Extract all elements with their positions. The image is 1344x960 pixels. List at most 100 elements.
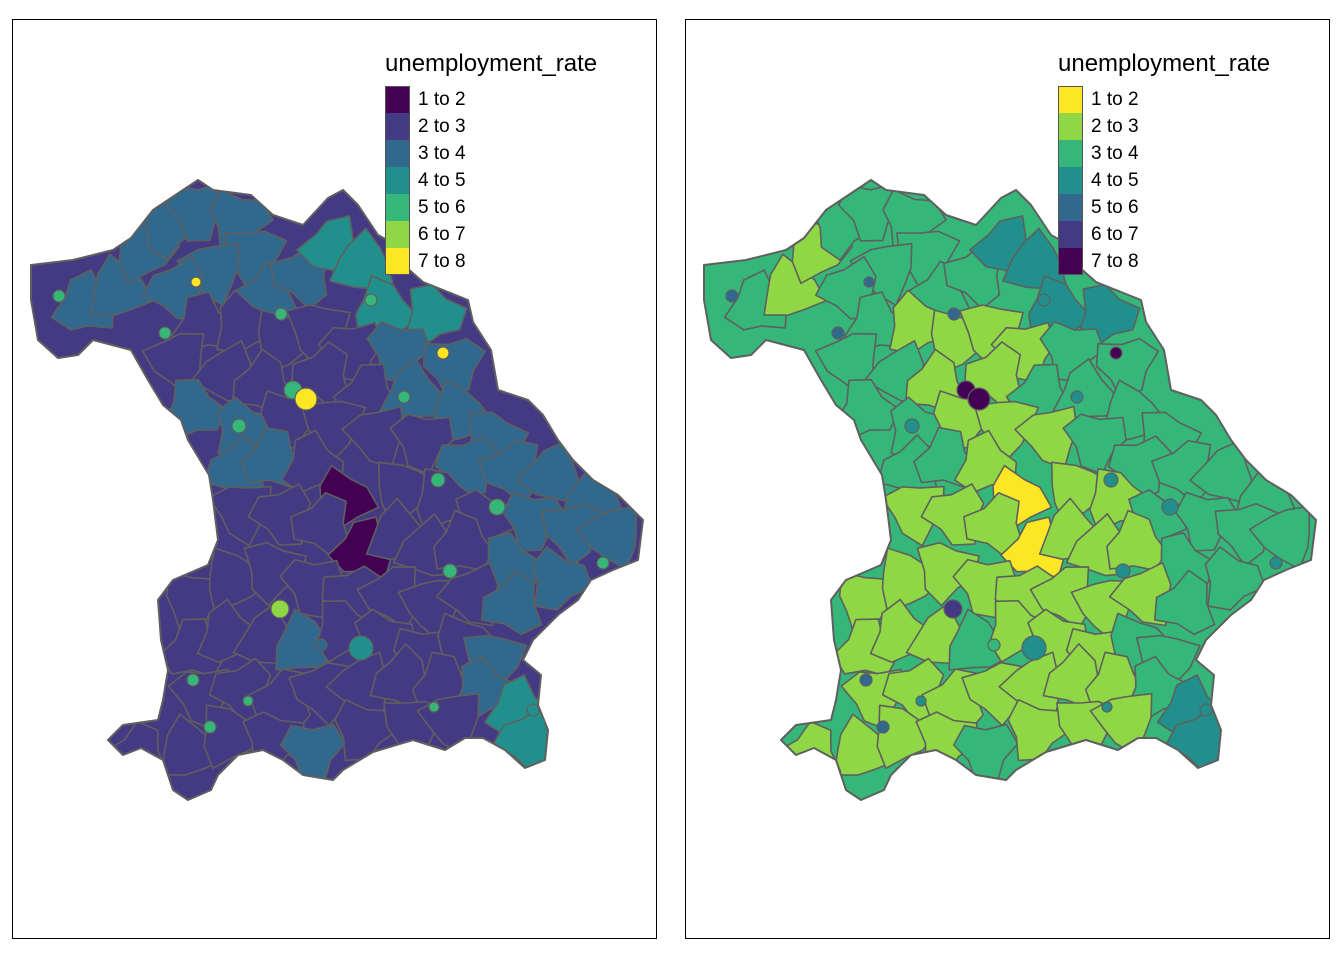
city-region <box>831 326 845 340</box>
city-region <box>1109 346 1123 360</box>
city-region <box>859 673 873 687</box>
district-region <box>208 547 271 613</box>
legend-item: 1 to 2 <box>1058 86 1270 113</box>
city-region <box>915 695 927 707</box>
legend-rows: 1 to 2 2 to 3 3 to 4 4 to 5 5 to 6 6 to 7 7 to… <box>385 86 597 275</box>
legend-swatch <box>1058 113 1083 140</box>
map-panel-right: unemployment_rate 1 to 2 2 to 3 3 to 4 4 to… <box>685 19 1330 939</box>
city-region <box>190 276 202 288</box>
state-outline <box>30 179 644 801</box>
city-region <box>203 720 217 734</box>
legend-label: 1 to 2 <box>1091 88 1139 110</box>
legend-label: 7 to 8 <box>1091 250 1139 272</box>
city-region <box>526 703 540 717</box>
district-region <box>881 485 945 547</box>
city-region <box>270 599 290 619</box>
city-region <box>186 673 200 687</box>
legend-item: 1 to 2 <box>385 86 597 113</box>
city-region <box>430 472 446 488</box>
district-region <box>948 608 1012 671</box>
legend-item: 7 to 8 <box>385 248 597 275</box>
legend-swatch <box>385 248 410 275</box>
legend: unemployment_rate 1 to 2 2 to 3 3 to 4 4 to… <box>385 50 597 275</box>
legend-title: unemployment_rate <box>1058 50 1271 77</box>
legend-item: 5 to 6 <box>1058 194 1270 221</box>
district-region <box>575 505 638 571</box>
district-region <box>963 491 1024 558</box>
legend-item: 7 to 8 <box>1058 248 1270 275</box>
district-region <box>243 541 308 607</box>
city-region <box>1269 556 1283 570</box>
district-region <box>952 723 1019 782</box>
district-region <box>433 509 498 571</box>
city-region <box>1101 701 1113 713</box>
legend-swatch <box>1058 248 1083 275</box>
legend-label: 6 to 7 <box>1091 223 1139 245</box>
district-region <box>952 558 1018 619</box>
city-region <box>943 599 963 619</box>
district-region <box>1153 569 1216 636</box>
legend-swatch <box>1058 167 1083 194</box>
legend-swatch <box>385 86 410 113</box>
legend: unemployment_rate 1 to 2 2 to 3 3 to 4 4 to… <box>1058 50 1270 275</box>
city-region <box>947 307 961 321</box>
city-region <box>1070 390 1084 404</box>
city-region <box>428 701 440 713</box>
district-region <box>328 227 395 290</box>
city-region <box>488 498 506 516</box>
city-region <box>364 293 378 307</box>
legend-swatch <box>385 194 410 221</box>
legend-item: 6 to 7 <box>385 221 597 248</box>
district-region <box>290 491 351 558</box>
district-region <box>881 547 944 613</box>
city-region <box>876 720 890 734</box>
district-region <box>1174 491 1241 552</box>
city-region <box>1161 498 1179 516</box>
city-region <box>294 387 318 411</box>
legend-label: 5 to 6 <box>1091 196 1139 218</box>
city-region <box>242 695 254 707</box>
district-region <box>1001 227 1068 290</box>
district-region <box>1204 546 1266 611</box>
city-region <box>231 418 247 434</box>
city-region <box>314 638 328 652</box>
city-region <box>436 346 450 360</box>
legend-label: 4 to 5 <box>418 169 466 191</box>
legend-rows: 1 to 2 2 to 3 3 to 4 4 to 5 5 to 6 6 to 7 7 to… <box>1058 86 1270 275</box>
legend-label: 5 to 6 <box>418 196 466 218</box>
legend-label: 2 to 3 <box>1091 115 1139 137</box>
choropleth-map <box>703 179 1317 801</box>
choropleth-map <box>30 179 644 801</box>
city-region <box>348 635 374 661</box>
district-region <box>916 541 981 607</box>
district-region <box>389 413 454 476</box>
city-region <box>52 289 66 303</box>
district-region <box>279 558 345 619</box>
legend-swatch <box>1058 194 1083 221</box>
legend-swatch <box>385 167 410 194</box>
state-outline <box>703 179 1317 801</box>
city-region <box>1037 293 1051 307</box>
legend-label: 4 to 5 <box>1091 169 1139 191</box>
district-region <box>1248 505 1311 571</box>
legend-item: 3 to 4 <box>385 140 597 167</box>
city-region <box>274 307 288 321</box>
city-region <box>1115 563 1131 579</box>
legend-item: 6 to 7 <box>1058 221 1270 248</box>
legend-item: 4 to 5 <box>1058 167 1270 194</box>
city-region <box>725 289 739 303</box>
district-region <box>531 546 593 611</box>
legend-swatch <box>385 221 410 248</box>
legend-item: 5 to 6 <box>385 194 597 221</box>
legend-label: 7 to 8 <box>418 250 466 272</box>
district-region <box>501 491 568 552</box>
district-region <box>275 608 339 671</box>
city-region <box>1021 635 1047 661</box>
city-region <box>1199 703 1213 717</box>
city-region <box>397 390 411 404</box>
district-region <box>1188 440 1253 505</box>
legend-swatch <box>385 140 410 167</box>
district-region <box>279 723 346 782</box>
city-region <box>158 326 172 340</box>
legend-label: 1 to 2 <box>418 88 466 110</box>
